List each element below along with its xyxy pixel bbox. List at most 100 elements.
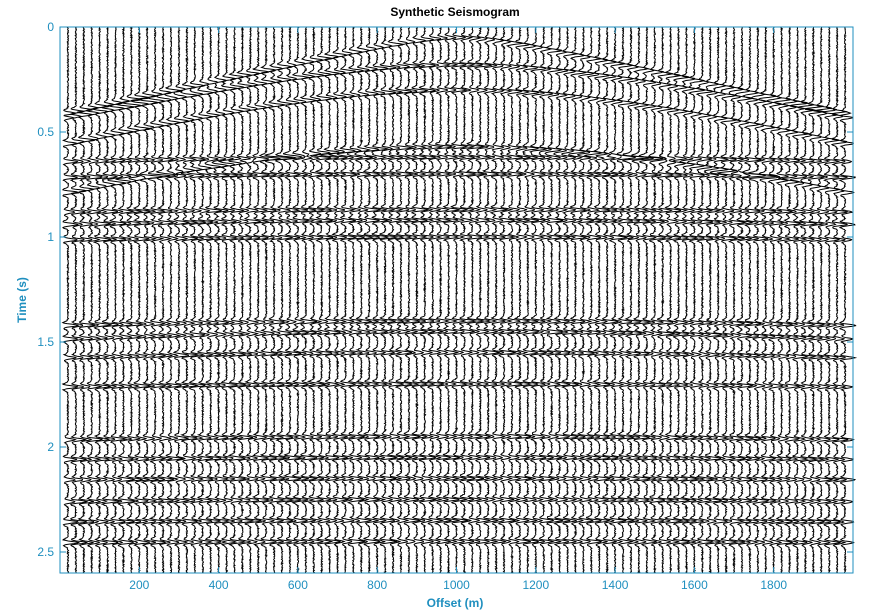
seismic-trace xyxy=(728,26,748,574)
seismic-trace xyxy=(489,26,509,574)
seismic-trace xyxy=(77,26,96,574)
seismic-trace xyxy=(211,26,230,574)
x-tick-label: 1800 xyxy=(760,578,787,592)
seismic-trace xyxy=(426,26,445,574)
seismic-trace xyxy=(638,26,664,574)
x-tick-label: 600 xyxy=(288,578,308,592)
seismic-trace xyxy=(821,26,842,574)
seismic-trace xyxy=(155,26,177,574)
seismic-trace xyxy=(418,26,438,573)
seismic-trace xyxy=(450,26,469,574)
x-tick-label: 1000 xyxy=(443,578,470,592)
seismic-trace xyxy=(797,27,819,574)
seismic-trace xyxy=(185,27,207,574)
seismic-trace xyxy=(362,26,382,573)
seismic-trace xyxy=(147,26,171,574)
y-tick-label: 1.5 xyxy=(37,335,54,349)
seismic-trace xyxy=(616,26,637,574)
seismic-trace xyxy=(274,26,297,574)
seismic-trace xyxy=(179,26,199,574)
seismic-trace xyxy=(773,26,794,573)
seismic-trace xyxy=(410,26,430,574)
seismic-trace xyxy=(521,26,540,574)
seismic-trace xyxy=(664,26,684,574)
seismic-trace xyxy=(371,26,390,574)
seismic-trace xyxy=(319,26,341,574)
seismic-trace xyxy=(568,26,588,574)
y-tick-label: 2.5 xyxy=(37,545,54,559)
seismic-trace xyxy=(69,26,89,574)
seismic-trace xyxy=(583,26,603,574)
seismic-trace xyxy=(85,26,104,574)
y-axis: 0 0.5 1 1.5 2 2.5 xyxy=(37,20,853,559)
traces-group xyxy=(61,26,858,574)
seismic-trace xyxy=(473,26,493,574)
seismic-trace xyxy=(90,26,113,573)
seismic-trace xyxy=(482,26,501,574)
seismic-trace xyxy=(538,26,556,573)
x-tick-label: 200 xyxy=(129,578,149,592)
seismic-trace xyxy=(306,26,327,574)
seismic-trace xyxy=(263,26,295,574)
x-tick-label: 400 xyxy=(209,578,229,592)
seismic-trace xyxy=(561,26,580,574)
seismic-trace xyxy=(312,26,335,574)
seismic-trace xyxy=(703,26,723,574)
y-tick-label: 2 xyxy=(47,440,54,454)
seismic-trace xyxy=(327,26,350,574)
seismic-trace xyxy=(505,26,525,574)
seismic-trace xyxy=(838,26,858,574)
y-axis-label: Time (s) xyxy=(15,277,29,323)
x-tick-label: 1600 xyxy=(681,578,708,592)
x-tick-label: 1400 xyxy=(602,578,629,592)
x-axis-label: Offset (m) xyxy=(427,596,484,610)
seismic-trace xyxy=(217,26,239,573)
seismic-trace xyxy=(716,26,739,574)
seismic-trace xyxy=(196,26,215,574)
seismic-trace xyxy=(601,26,619,574)
x-tick-label: 800 xyxy=(367,578,387,592)
seismic-trace xyxy=(758,26,781,574)
seismic-trace xyxy=(741,26,767,574)
seismic-trace xyxy=(672,26,691,573)
seismic-trace xyxy=(105,26,128,574)
seismic-trace xyxy=(346,26,367,574)
seismic-trace xyxy=(765,26,785,574)
seismic-trace xyxy=(115,26,136,574)
seismic-trace xyxy=(830,26,849,574)
seismic-trace xyxy=(695,26,715,574)
seismic-trace xyxy=(686,26,707,574)
seismic-trace xyxy=(458,26,477,574)
seismic-trace xyxy=(631,26,655,574)
seismic-trace xyxy=(394,26,414,574)
seismic-trace xyxy=(251,26,271,574)
seismic-trace xyxy=(336,26,359,574)
seismic-trace xyxy=(655,26,676,574)
seismic-trace xyxy=(120,26,144,574)
seismic-trace xyxy=(804,26,826,574)
seismic-trace xyxy=(386,26,405,574)
seismic-trace xyxy=(299,26,319,574)
seismic-trace xyxy=(442,26,461,574)
seismic-trace xyxy=(236,26,255,574)
seismic-trace xyxy=(544,26,564,574)
seismic-trace xyxy=(734,26,755,573)
seismic-trace xyxy=(100,26,121,573)
seismic-trace xyxy=(529,26,548,574)
seismic-trace xyxy=(608,26,629,573)
seismic-trace xyxy=(513,26,533,574)
seismic-trace xyxy=(621,26,649,574)
seismic-trace xyxy=(678,27,700,574)
y-tick-label: 0.5 xyxy=(37,125,54,139)
seismic-trace xyxy=(497,26,517,574)
seismic-trace xyxy=(747,26,779,574)
x-tick-label: 1200 xyxy=(522,578,549,592)
seismic-trace xyxy=(577,26,596,574)
chart-title: Synthetic Seismogram xyxy=(390,5,519,19)
y-tick-label: 1 xyxy=(47,230,54,244)
seismic-trace xyxy=(291,26,311,574)
seismic-trace xyxy=(172,26,191,574)
x-axis: 200 400 600 800 1000 1200 1400 1600 1800 xyxy=(129,27,787,592)
seismic-trace xyxy=(282,26,304,574)
